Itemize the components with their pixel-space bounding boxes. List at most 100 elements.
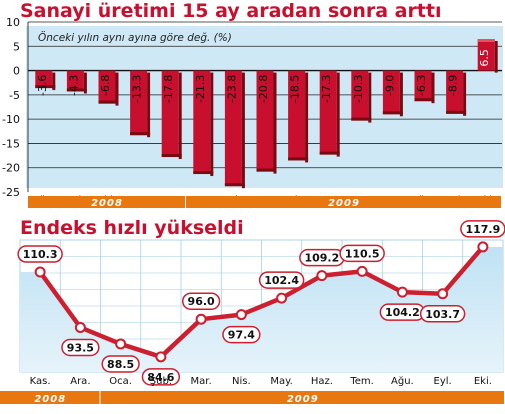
y-tick-label: -25 [2,186,20,199]
point-value-label: 96.0 [181,292,221,310]
bar-value-label: -6.8 [99,75,112,96]
data-point [396,286,408,298]
bar-bottom [414,98,435,102]
bar-side [147,72,151,138]
x-tick-label: Kas. [30,376,51,387]
bar [288,70,309,163]
point-value-label: 110.5 [339,244,385,263]
data-point [477,241,489,253]
bar-bottom [161,154,182,158]
bar-bottom [224,183,245,187]
bar-bottom [193,171,214,175]
bar [319,70,340,157]
bar-value-label: -8.9 [447,75,460,96]
data-point [316,270,328,282]
bar-front [35,70,53,89]
point-value-label: 117.9 [460,220,505,238]
point-value-label: 102.4 [258,271,305,289]
label-text: 110.3 [23,248,58,261]
bar-value-label: -6.3 [415,75,428,96]
bar-bottom [351,117,372,121]
bar-front [351,70,369,121]
point-value-label: 93.5 [61,338,100,357]
line-chart-title: Endeks hızlı yükseldi [20,217,244,239]
bar-side [115,72,119,106]
bar-chart-subtitle: Önceki yılın aynı ayına göre değ. (%) [38,31,232,44]
point-value-label: 84.6 [141,368,181,386]
bar-chart-year-band: 2008 2009 [28,196,501,209]
bar-chart-title: Sanayi üretimi 15 ay aradan sonra arttı [20,0,442,22]
y-tick-label: -5 [9,89,20,102]
bar-front [66,70,84,92]
point-value-label: 103.7 [419,305,466,323]
label-bubble [181,292,221,310]
data-point [356,265,368,277]
year-label: 2009 [287,394,319,405]
bar [66,70,87,94]
label-bubble [258,271,305,289]
x-tick-label: Eki. [474,376,492,387]
y-tick-label: 5 [13,40,20,53]
x-tick-label: Ara. [70,376,90,387]
bar [130,70,151,138]
bar-front [130,70,148,136]
year-label: 2009 [328,198,360,209]
label-text: 96.0 [188,295,215,308]
x-tick-label: Şub. [150,376,172,387]
bar-value-label: -13.3 [131,75,144,103]
bar-front [288,70,306,161]
bar-front [414,70,432,102]
bar-bottom [66,88,87,92]
label-text: 109.2 [304,252,339,265]
label-text: 84.6 [147,371,174,384]
bar [477,39,498,73]
data-point [74,321,86,333]
point-value-label: 104.2 [379,303,426,321]
bar [35,70,56,91]
bar-side [463,72,467,116]
bar-value-label: -9.0 [383,75,396,96]
bar-bottom [130,132,151,136]
bar-front [477,39,495,71]
bar-bottom [446,110,467,114]
label-bubble [339,244,385,263]
bar [414,70,435,104]
y-tick-label: -20 [2,162,20,175]
bar-bottom [35,85,56,89]
label-text: 97.4 [228,329,255,342]
bar-front [319,70,337,155]
data-point [437,288,449,300]
bar [351,70,372,123]
label-bubble [222,325,261,344]
data-point [276,292,288,304]
bar-front [224,70,242,187]
bar-value-label: 6.5 [478,49,491,67]
data-point [235,309,247,321]
bar-bottom [382,111,403,115]
line-chart-x-axis: Kas. Ara. Oca. Şub. Mar. Nis. May. Haz. Tem. Ağu.… [30,375,492,387]
bar-top [477,39,495,42]
bar-front [382,70,400,115]
label-text: 104.2 [385,306,420,319]
bar-value-labels: -3.6 -4.3 -6.8 -13.3 -17.8 -21.3 -23.8 -20.8 -18… [36,49,491,103]
bar-front [193,70,211,175]
bar [224,70,245,189]
y-tick-label: -10 [2,113,20,126]
bar-value-label: -20.8 [257,75,270,103]
year-band [0,391,100,404]
data-point [155,351,167,363]
bar [193,70,214,177]
label-text: 110.5 [345,247,380,260]
x-tick-label: Eyl. [434,376,452,387]
x-tick-label: Haz. [311,376,333,387]
bar-front [161,70,179,158]
bar-series [35,39,498,189]
bar-side [210,72,214,177]
bar-bottom [319,151,340,155]
bar-front [446,70,464,114]
x-tick-label: Tem. [349,376,373,387]
bar-side [431,72,435,104]
line-chart-year-band: 2008 2009 [0,391,504,405]
bar-side [83,72,87,94]
